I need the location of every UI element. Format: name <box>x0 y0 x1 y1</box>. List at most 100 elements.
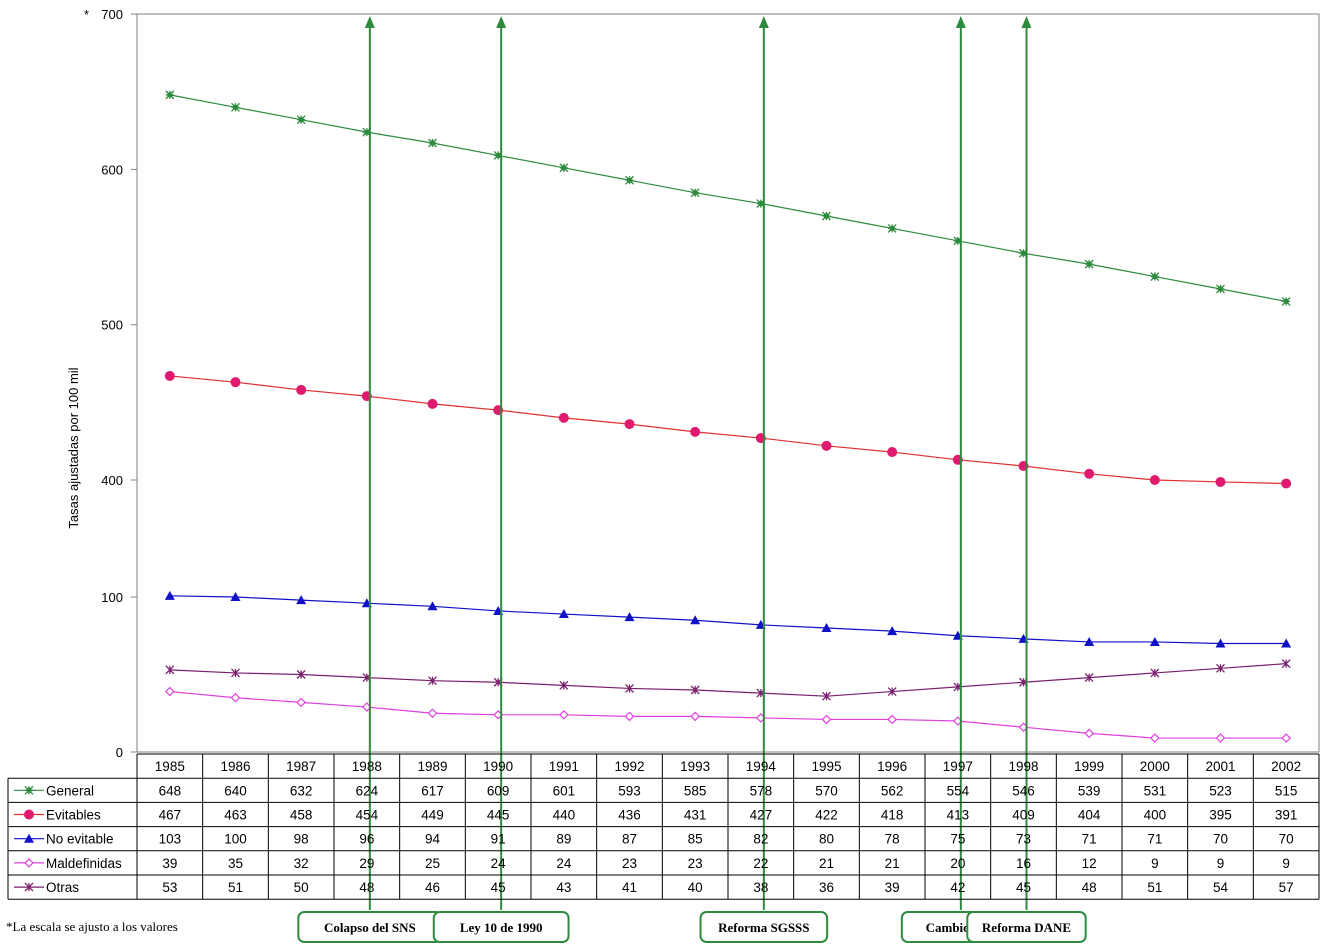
table-cell: 51 <box>228 880 243 895</box>
year-header: 1992 <box>614 759 644 774</box>
table-cell: 9 <box>1217 856 1225 871</box>
table-cell: 413 <box>947 808 970 823</box>
table-cell: 16 <box>1016 856 1031 871</box>
data-point <box>887 447 898 458</box>
y-tick-label: 0 <box>116 745 123 760</box>
table-cell: 546 <box>1012 783 1035 798</box>
legend-marker <box>24 858 34 868</box>
data-point-stroke <box>231 102 240 112</box>
event-label: Ley 10 de 1990 <box>460 920 543 935</box>
legend-marker <box>24 882 34 892</box>
data-point <box>1215 476 1226 487</box>
axis-note: * <box>84 7 89 22</box>
legend-key-no-evitable <box>14 833 44 843</box>
table-cell: 29 <box>359 856 374 871</box>
series-maldefinidas <box>164 686 1292 743</box>
table-cell: 593 <box>618 783 641 798</box>
event-label: Reforma SGSSS <box>718 920 809 935</box>
event-label: Colapso del SNS <box>324 920 416 935</box>
table-cell: 409 <box>1012 808 1035 823</box>
table-cell: 85 <box>688 832 703 847</box>
table-cell: 70 <box>1213 832 1228 847</box>
data-point <box>821 623 832 632</box>
data-point <box>624 419 635 430</box>
y-tick-label: 100 <box>101 590 123 605</box>
table-cell: 51 <box>1147 880 1162 895</box>
table-cell: 39 <box>162 856 177 871</box>
table-cell: 36 <box>819 880 834 895</box>
table-cell: 562 <box>881 783 904 798</box>
data-point <box>559 680 569 690</box>
event-label-box-1988: Colapso del SNS <box>297 911 443 943</box>
data-point-stroke <box>296 115 306 125</box>
data-point-stroke <box>559 163 569 173</box>
table-cell: 391 <box>1275 808 1298 823</box>
data-point <box>427 708 438 719</box>
data-point <box>296 670 306 679</box>
event-1990 <box>496 16 507 910</box>
data-point <box>230 592 241 601</box>
data-point <box>230 377 241 388</box>
table-cell: 98 <box>294 832 309 847</box>
table-cell: 445 <box>487 808 510 823</box>
table-cell: 436 <box>618 808 641 823</box>
legend-label: General <box>46 783 94 798</box>
table-cell: 454 <box>356 808 379 823</box>
event-box <box>699 911 829 943</box>
table-cell: 53 <box>162 880 177 895</box>
data-point-stroke <box>953 236 963 246</box>
data-point-stroke <box>1084 259 1094 269</box>
table-cell: 570 <box>815 783 838 798</box>
table-cell: 539 <box>1078 783 1101 798</box>
table-cell: 42 <box>950 880 965 895</box>
data-point-stroke <box>1216 284 1225 294</box>
year-header: 1995 <box>811 759 841 774</box>
data-point <box>1149 475 1160 485</box>
legend-marker <box>24 833 34 843</box>
data-point <box>231 668 240 678</box>
data-point <box>821 440 832 451</box>
table-cell: 45 <box>491 880 506 895</box>
data-point <box>690 711 701 722</box>
event-box <box>432 911 570 943</box>
table-cell: 89 <box>556 832 571 847</box>
table-cell: 609 <box>487 783 510 798</box>
table-cell: 427 <box>750 808 773 823</box>
data-point <box>558 709 569 720</box>
data-point <box>164 370 175 381</box>
table-cell: 648 <box>159 783 182 798</box>
series-layer <box>164 90 1292 743</box>
data-point <box>1281 659 1291 669</box>
table-cell: 50 <box>294 880 309 895</box>
table-cell: 404 <box>1078 808 1101 823</box>
table-cell: 12 <box>1082 856 1097 871</box>
table-cell: 431 <box>684 808 707 823</box>
data-point-stroke <box>690 188 700 198</box>
event-arrowhead <box>955 16 966 28</box>
series-otras <box>165 659 1291 701</box>
event-label-box-1990: Ley 10 de 1990 <box>432 911 570 943</box>
table-cell: 100 <box>224 832 247 847</box>
table-cell: 554 <box>947 783 970 798</box>
scale-footnote: *La escala se ajusto a los valores <box>6 919 178 934</box>
event-1988 <box>364 16 375 910</box>
legend-label: No evitable <box>46 832 114 847</box>
table-cell: 75 <box>950 832 965 847</box>
data-point-stroke <box>1281 296 1291 306</box>
table-cell: 531 <box>1144 783 1167 798</box>
series-general <box>165 90 1291 306</box>
year-header: 1987 <box>286 759 316 774</box>
table-cell: 94 <box>425 832 441 847</box>
table-cell: 80 <box>819 832 834 847</box>
table-cell: 617 <box>421 783 444 798</box>
series-line <box>169 94 1287 302</box>
event-arrowhead <box>758 16 769 28</box>
event-arrowhead <box>364 16 375 28</box>
data-point-stroke <box>428 138 437 148</box>
table-cell: 32 <box>294 856 309 871</box>
data-point <box>230 692 241 703</box>
table-cell: 440 <box>553 808 576 823</box>
data-point <box>690 615 701 625</box>
data-point <box>1215 638 1226 648</box>
